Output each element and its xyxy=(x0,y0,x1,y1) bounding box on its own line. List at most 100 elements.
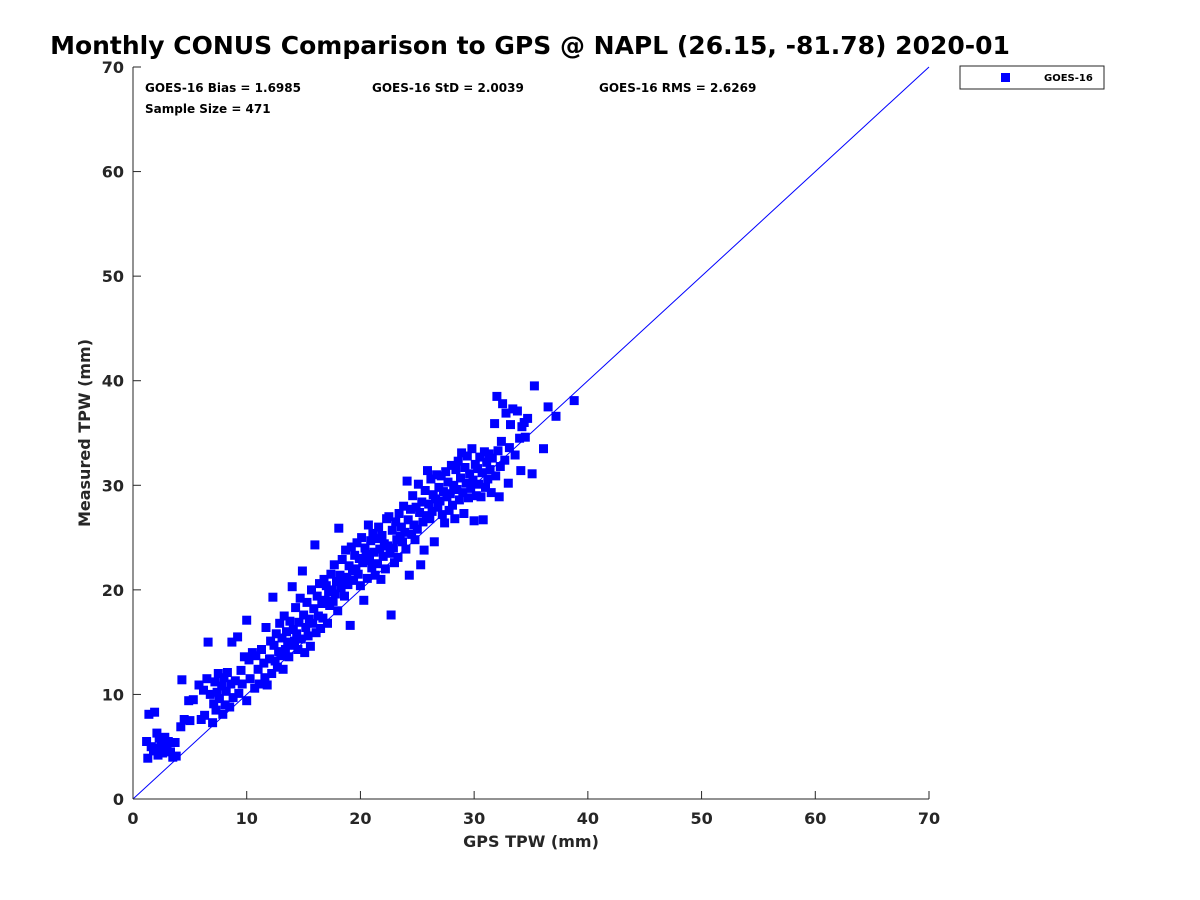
data-point xyxy=(262,680,272,690)
data-point xyxy=(280,645,290,654)
data-point xyxy=(510,450,520,460)
data-point xyxy=(297,566,307,576)
data-point xyxy=(202,674,212,684)
data-point xyxy=(340,591,349,601)
y-tick-label: 0 xyxy=(113,790,124,809)
data-point xyxy=(299,610,309,620)
data-point xyxy=(351,564,361,574)
x-axis-ticks: 0 10 20 30 40 50 60 70 xyxy=(127,791,940,828)
data-point xyxy=(418,517,428,527)
x-tick-label: 60 xyxy=(804,809,826,828)
data-point xyxy=(242,696,252,706)
data-point xyxy=(523,413,533,423)
data-point xyxy=(296,634,306,644)
data-point xyxy=(335,570,345,580)
data-point xyxy=(254,679,264,689)
data-point xyxy=(413,479,423,489)
data-point xyxy=(366,536,376,546)
data-point xyxy=(494,492,504,502)
data-point xyxy=(440,518,450,528)
data-point xyxy=(270,656,280,666)
data-point xyxy=(239,652,249,662)
data-point xyxy=(176,722,186,732)
one-to-one-reference-line xyxy=(132,66,930,800)
data-point xyxy=(476,492,486,502)
data-point xyxy=(244,655,254,665)
data-point xyxy=(471,491,481,501)
data-point xyxy=(368,528,378,538)
data-point xyxy=(406,504,415,514)
data-point xyxy=(378,551,388,561)
rms-text: GOES-16 RMS = 2.6269 xyxy=(599,81,756,95)
data-point xyxy=(543,402,553,412)
data-point xyxy=(367,563,377,573)
data-point xyxy=(362,573,372,583)
data-point xyxy=(285,616,295,626)
data-point xyxy=(293,645,303,654)
y-tick-label: 10 xyxy=(102,685,124,704)
data-point xyxy=(443,477,453,487)
data-point xyxy=(399,501,409,511)
data-point xyxy=(496,436,506,446)
data-point xyxy=(188,695,198,705)
data-point xyxy=(208,718,218,728)
data-point xyxy=(259,658,269,668)
data-point xyxy=(194,680,204,690)
data-point xyxy=(481,482,490,492)
data-point xyxy=(464,493,473,503)
data-point xyxy=(319,574,329,584)
data-point xyxy=(227,637,237,647)
data-point xyxy=(369,547,379,557)
legend: GOES-16 xyxy=(959,65,1105,90)
data-point xyxy=(342,572,352,582)
data-point xyxy=(225,702,235,712)
data-point xyxy=(170,738,180,747)
data-point xyxy=(269,640,279,650)
data-point xyxy=(516,466,526,476)
data-point xyxy=(461,478,471,488)
data-point xyxy=(336,583,346,593)
data-point xyxy=(415,508,425,517)
data-point xyxy=(394,509,404,518)
data-point xyxy=(360,543,370,553)
data-point xyxy=(423,466,432,476)
data-point xyxy=(171,751,181,761)
data-point xyxy=(515,433,525,443)
bias-text: GOES-16 Bias = 1.6985 xyxy=(145,81,301,95)
data-point xyxy=(459,509,469,518)
data-point xyxy=(451,465,461,475)
x-tick-label: 50 xyxy=(690,809,712,828)
data-point xyxy=(474,479,484,489)
data-point xyxy=(300,648,310,658)
data-point xyxy=(290,636,299,646)
data-point xyxy=(527,469,537,479)
data-point xyxy=(432,470,442,480)
data-point xyxy=(163,737,173,746)
data-point xyxy=(200,710,210,720)
data-points xyxy=(142,381,579,763)
data-point xyxy=(468,475,478,485)
data-point xyxy=(275,618,285,628)
data-point xyxy=(199,685,208,695)
data-point xyxy=(408,491,418,501)
data-point xyxy=(495,462,505,471)
data-point xyxy=(282,627,291,637)
y-tick-label: 60 xyxy=(102,163,124,182)
data-point xyxy=(444,505,454,515)
data-point xyxy=(380,564,390,574)
data-point xyxy=(309,604,319,614)
data-point xyxy=(569,396,579,406)
data-point xyxy=(268,592,278,602)
data-point xyxy=(427,506,437,516)
data-point xyxy=(390,558,399,568)
data-point xyxy=(441,467,451,477)
data-point xyxy=(217,681,227,691)
data-point xyxy=(307,585,316,595)
data-point xyxy=(377,531,387,540)
data-point xyxy=(404,570,414,580)
data-point xyxy=(506,420,515,430)
data-point xyxy=(151,743,161,753)
data-point xyxy=(445,489,455,499)
data-point xyxy=(438,487,448,497)
data-point xyxy=(345,620,355,630)
